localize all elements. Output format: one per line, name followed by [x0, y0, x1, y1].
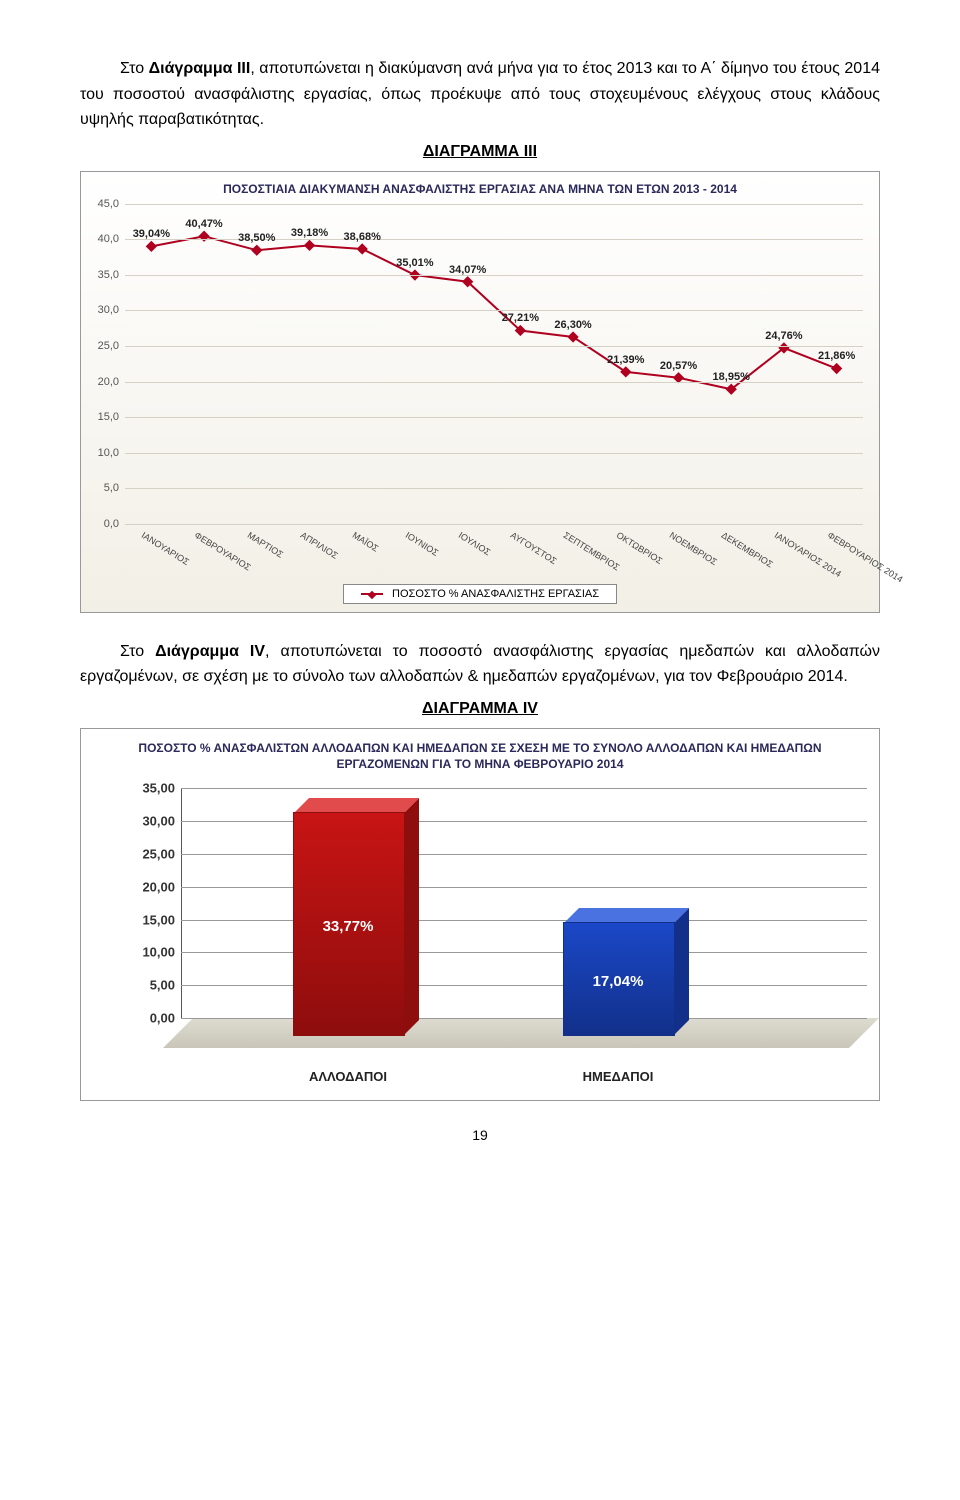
- chart3-y-tick: 40,0: [89, 233, 119, 245]
- chart3-y-tick: 15,0: [89, 411, 119, 423]
- chart4-frame: ΠΟΣΟΣΤΟ % ΑΝΑΣΦΑΛΙΣΤΩΝ ΑΛΛΟΔΑΠΩΝ ΚΑΙ ΗΜΕ…: [80, 728, 880, 1101]
- chart4-gridline: [181, 788, 867, 789]
- chart3-data-label: 21,86%: [818, 350, 855, 362]
- chart3-gridline: [125, 310, 863, 311]
- chart3-frame: ΠΟΣΟΣΤΙΑΙΑ ΔΙΑΚΥΜΑΝΣΗ ΑΝΑΣΦΑΛΙΣΤΗΣ ΕΡΓΑΣ…: [80, 171, 880, 613]
- chart4-y-tick: 5,00: [123, 978, 175, 993]
- chart3-y-tick: 5,0: [89, 482, 119, 494]
- chart3-data-label: 24,76%: [765, 330, 802, 342]
- chart3-x-label: ΙΑΝΟΥΑΡΙΟΣ: [140, 530, 191, 567]
- chart3-gridline: [125, 346, 863, 347]
- chart3-data-label: 40,47%: [185, 218, 222, 230]
- chart3-gridline: [125, 239, 863, 240]
- chart4-y-tick: 20,00: [123, 879, 175, 894]
- chart3-data-label: 34,07%: [449, 264, 486, 276]
- para1-pre: Στο: [120, 60, 149, 77]
- chart3-data-label: 21,39%: [607, 354, 644, 366]
- chart4-plot-area: 0,005,0010,0015,0020,0025,0030,0035,0033…: [93, 788, 867, 1088]
- chart4-y-tick: 35,00: [123, 781, 175, 796]
- chart3-heading: ΔΙΑΓΡΑΜΜΑ ΙΙΙ: [80, 143, 880, 161]
- chart3-caption: ΠΟΣΟΣΤΙΑΙΑ ΔΙΑΚΥΜΑΝΣΗ ΑΝΑΣΦΑΛΙΣΤΗΣ ΕΡΓΑΣ…: [89, 182, 871, 196]
- chart3-gridline: [125, 382, 863, 383]
- chart3-legend: ΠΟΣΟΣΤΟ % ΑΝΑΣΦΑΛΙΣΤΗΣ ΕΡΓΑΣΙΑΣ: [343, 584, 617, 604]
- chart3-data-label: 26,30%: [554, 319, 591, 331]
- chart3-x-label: ΙΟΥΝΙΟΣ: [404, 530, 440, 558]
- chart4-bar-value: 33,77%: [293, 918, 403, 935]
- paragraph-1: Στο Διάγραμμα ΙΙΙ, αποτυπώνεται η διακύμ…: [80, 56, 880, 133]
- chart3-data-label: 39,18%: [291, 227, 328, 239]
- chart3-y-tick: 30,0: [89, 304, 119, 316]
- chart3-gridline: [125, 488, 863, 489]
- chart4-y-tick: 30,00: [123, 814, 175, 829]
- chart4-x-label: ΗΜΕΔΑΠΟΙ: [548, 1069, 688, 1084]
- para1-bold: Διάγραμμα ΙΙΙ: [149, 60, 251, 77]
- chart3-gridline: [125, 453, 863, 454]
- chart3-x-label: ΙΟΥΛΙΟΣ: [456, 530, 492, 557]
- chart3-y-tick: 0,0: [89, 518, 119, 530]
- chart3-data-label: 38,68%: [344, 231, 381, 243]
- chart4-y-tick: 0,00: [123, 1011, 175, 1026]
- chart3-y-tick: 35,0: [89, 269, 119, 281]
- chart3-x-label: ΑΠΡΙΛΙΟΣ: [298, 530, 339, 561]
- paragraph-2: Στο Διάγραμμα IV, αποτυπώνεται το ποσοστ…: [80, 639, 880, 690]
- chart3-legend-text: ΠΟΣΟΣΤΟ % ΑΝΑΣΦΑΛΙΣΤΗΣ ΕΡΓΑΣΙΑΣ: [392, 588, 599, 600]
- chart4-heading: ΔΙΑΓΡΑΜΜΑ IV: [80, 700, 880, 718]
- chart4-caption: ΠΟΣΟΣΤΟ % ΑΝΑΣΦΑΛΙΣΤΩΝ ΑΛΛΟΔΑΠΩΝ ΚΑΙ ΗΜΕ…: [133, 741, 827, 772]
- chart3-data-label: 38,50%: [238, 232, 275, 244]
- chart4-gridline: [181, 887, 867, 888]
- chart3-x-label: ΦΕΒΡΟΥΑΡΙΟΣ: [193, 530, 253, 573]
- chart3-line-svg: [125, 204, 863, 524]
- chart3-gridline: [125, 275, 863, 276]
- chart3-x-axis: ΙΑΝΟΥΑΡΙΟΣΦΕΒΡΟΥΑΡΙΟΣΜΑΡΤΙΟΣ ΑΠΡΙΛΙΟΣ ΜΑΪΟ…: [125, 528, 863, 584]
- chart3-plot-area: 0,05,010,015,020,025,030,035,040,045,039…: [125, 204, 863, 524]
- chart4-gridline: [181, 821, 867, 822]
- chart4-gridline: [181, 920, 867, 921]
- chart4-bar: 33,77%: [293, 814, 403, 1036]
- chart3-gridline: [125, 204, 863, 205]
- chart3-x-label: ΑΥΓΟΥΣΤΟΣ: [509, 530, 559, 566]
- chart4-x-label: ΑΛΛΟΔΑΠΟΙ: [278, 1069, 418, 1084]
- chart3-y-tick: 20,0: [89, 376, 119, 388]
- page-number: 19: [80, 1127, 880, 1143]
- chart4-backwall: [181, 788, 867, 1018]
- chart4-gridline: [181, 952, 867, 953]
- chart3-x-label: ΜΑΡΤΙΟΣ: [245, 530, 284, 560]
- chart4-bar-value: 17,04%: [563, 973, 673, 990]
- chart3-x-label: ΝΟΕΜΒΡΙΟΣ: [667, 530, 718, 567]
- chart3-gridline: [125, 417, 863, 418]
- chart3-data-label: 39,04%: [133, 228, 170, 240]
- chart3-x-label: ΜΑΪΟΣ: [351, 530, 381, 554]
- chart3-x-label: ΣΕΠΤΕΜΒΡΙΟΣ: [562, 530, 622, 572]
- chart4-y-tick: 15,00: [123, 912, 175, 927]
- chart4-y-tick: 10,00: [123, 945, 175, 960]
- chart3-data-label: 20,57%: [660, 360, 697, 372]
- chart4-y-tick: 25,00: [123, 846, 175, 861]
- chart3-legend-marker: [361, 593, 383, 595]
- chart4-floor: [163, 1018, 879, 1048]
- chart3-data-label: 35,01%: [396, 257, 433, 269]
- chart3-data-label: 18,95%: [713, 371, 750, 383]
- para2-bold: Διάγραμμα IV: [155, 643, 265, 660]
- chart4-bar: 17,04%: [563, 924, 673, 1036]
- chart3-y-tick: 45,0: [89, 198, 119, 210]
- chart4-gridline: [181, 854, 867, 855]
- chart3-x-label: ΟΚΤΩΒΡΙΟΣ: [614, 530, 664, 566]
- chart3-x-label: ΔΕΚΕΜΒΡΙΟΣ: [720, 530, 775, 570]
- chart3-y-tick: 25,0: [89, 340, 119, 352]
- chart3-gridline: [125, 524, 863, 525]
- chart4-gridline: [181, 1018, 867, 1019]
- page-container: Στο Διάγραμμα ΙΙΙ, αποτυπώνεται η διακύμ…: [0, 0, 960, 1173]
- chart3-data-label: 27,21%: [502, 312, 539, 324]
- chart3-y-tick: 10,0: [89, 447, 119, 459]
- chart4-gridline: [181, 985, 867, 986]
- para2-pre: Στο: [120, 643, 155, 660]
